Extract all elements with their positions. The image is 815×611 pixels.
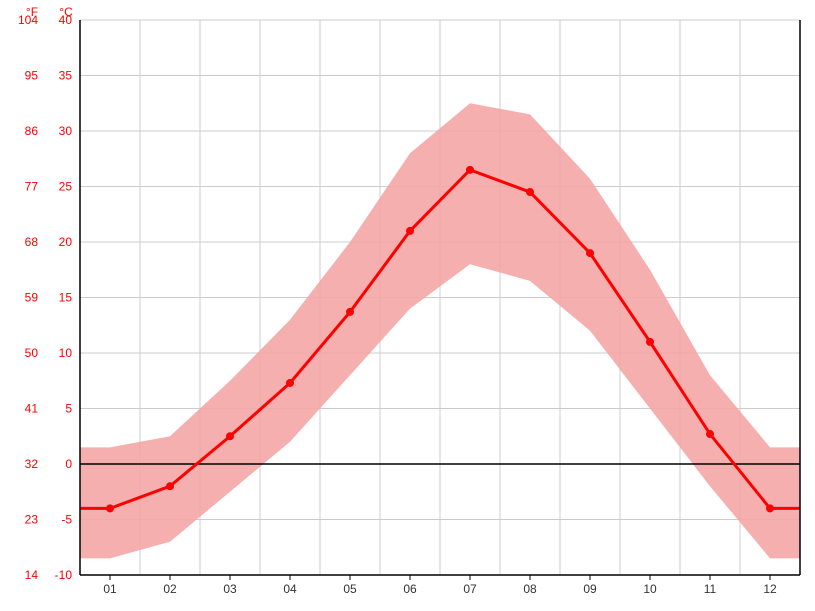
unit-f: °F [26, 5, 38, 19]
x-tick-label: 06 [403, 582, 417, 596]
y-tick-f: 32 [25, 457, 39, 471]
data-marker [467, 166, 474, 173]
y-tick-c: -10 [55, 568, 73, 582]
data-marker [767, 505, 774, 512]
y-tick-f: 59 [25, 291, 39, 305]
data-marker [647, 338, 654, 345]
y-tick-c: 10 [59, 346, 73, 360]
x-tick-label: 02 [163, 582, 177, 596]
y-tick-c: 15 [59, 291, 73, 305]
data-marker [107, 505, 114, 512]
data-marker [227, 433, 234, 440]
data-marker [407, 227, 414, 234]
x-tick-label: 04 [283, 582, 297, 596]
y-tick-f: 86 [25, 124, 39, 138]
y-tick-c: 5 [65, 402, 72, 416]
y-tick-f: 95 [25, 69, 39, 83]
y-tick-f: 41 [25, 402, 39, 416]
chart-svg: 010203040506070809101112-10-505101520253… [0, 0, 815, 611]
x-tick-label: 09 [583, 582, 597, 596]
y-tick-c: -5 [61, 513, 72, 527]
y-tick-c: 30 [59, 124, 73, 138]
data-marker [527, 189, 534, 196]
y-tick-f: 23 [25, 513, 39, 527]
x-tick-label: 03 [223, 582, 237, 596]
x-tick-label: 07 [463, 582, 477, 596]
y-tick-c: 20 [59, 235, 73, 249]
unit-c: °C [59, 5, 73, 19]
data-marker [167, 483, 174, 490]
y-tick-c: 0 [65, 457, 72, 471]
x-tick-label: 12 [763, 582, 777, 596]
x-tick-label: 08 [523, 582, 537, 596]
x-tick-label: 01 [103, 582, 117, 596]
y-tick-c: 35 [59, 69, 73, 83]
y-tick-f: 14 [25, 568, 39, 582]
y-tick-f: 68 [25, 235, 39, 249]
x-tick-label: 11 [704, 582, 717, 596]
data-marker [347, 308, 354, 315]
data-marker [287, 379, 294, 386]
y-tick-c: 25 [59, 180, 73, 194]
data-marker [707, 431, 714, 438]
data-marker [587, 250, 594, 257]
x-tick-label: 05 [343, 582, 357, 596]
temperature-chart: 010203040506070809101112-10-505101520253… [0, 0, 815, 611]
y-tick-f: 77 [25, 180, 39, 194]
x-tick-label: 10 [643, 582, 657, 596]
y-tick-f: 50 [25, 346, 39, 360]
